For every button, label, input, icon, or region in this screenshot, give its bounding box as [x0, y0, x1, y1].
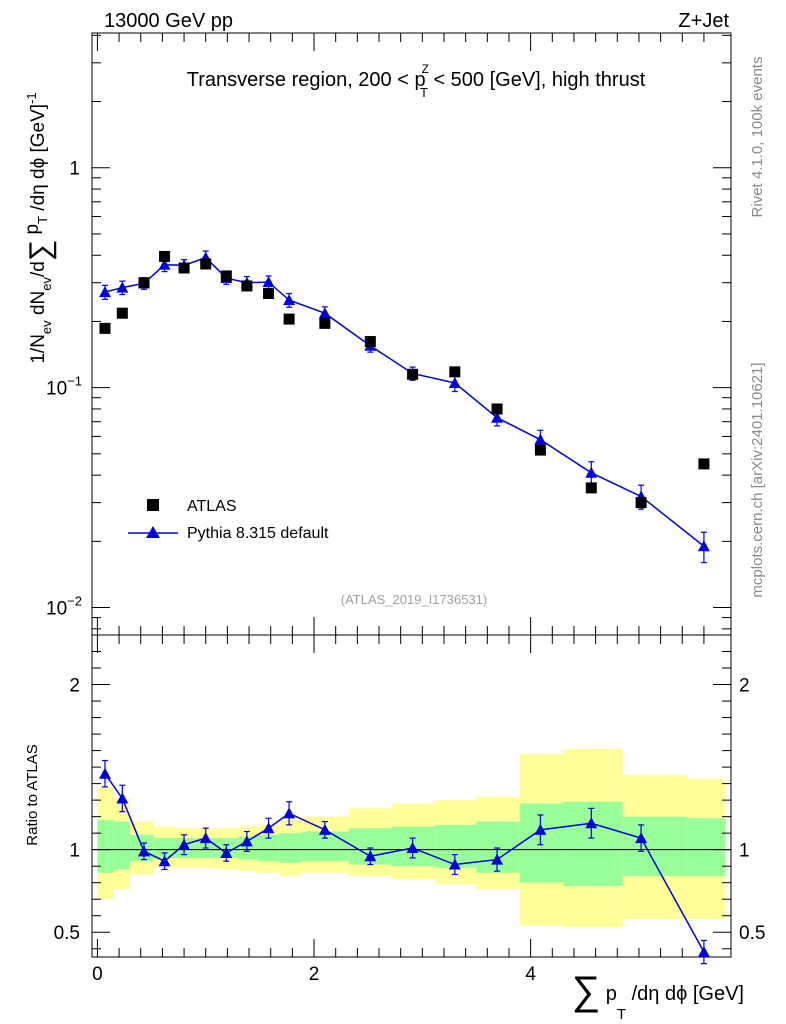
- ratio-y-tick-label-right: 0.5: [739, 923, 765, 944]
- ratio-point: [448, 858, 461, 870]
- pythia-point: [283, 294, 296, 306]
- ratio-band-green: [113, 821, 130, 870]
- ratio-x-tick-labels: 0 2 4: [92, 964, 536, 985]
- ratio-y-tick-label: 1: [69, 841, 80, 862]
- pythia-point: [318, 307, 331, 319]
- main-panel: 1 10−1 10−2 Transverse region, 200 < pZ T <…: [22, 32, 732, 636]
- atlas-point: [319, 317, 331, 329]
- legend-atlas-label: ATLAS: [187, 498, 237, 515]
- main-frame: [91, 32, 732, 636]
- header-energy: 13000 GeV pp: [104, 10, 233, 32]
- atlas-point: [364, 336, 376, 348]
- ratio-point: [262, 822, 275, 834]
- ratio-y-tick-label-right: 1: [739, 841, 750, 862]
- ratio-band-green: [476, 821, 520, 873]
- ratio-y-tick-label: 0.5: [54, 923, 80, 944]
- ratio-point: [364, 850, 377, 862]
- ratio-x-tick-label: 4: [525, 964, 536, 985]
- ratio-band-green: [97, 819, 114, 873]
- ratio-point: [199, 832, 212, 844]
- atlas-point: [178, 262, 190, 274]
- atlas-point: [449, 366, 461, 378]
- ratio-x-tick-label: 2: [309, 964, 320, 985]
- pythia-point: [98, 286, 111, 298]
- ratio-band-green: [216, 838, 239, 858]
- ratio-point: [491, 853, 504, 865]
- atlas-point: [200, 258, 212, 270]
- ratio-point: [318, 823, 331, 835]
- ratio-point: [137, 845, 150, 857]
- atlas-point: [241, 280, 253, 292]
- ratio-band-green: [257, 834, 280, 862]
- ratio-panel: 0.5 0.5 1 1 2 2 0 2 4 Ratio to ATLAS ∑ pT /dη d…: [24, 634, 766, 1023]
- ratio-band-green: [153, 838, 176, 858]
- ratio-band-green: [238, 836, 258, 860]
- atlas-point: [491, 403, 503, 415]
- ratio-point: [98, 767, 111, 779]
- pythia-point: [585, 466, 598, 478]
- mcplots-label: mcplots.cern.ch [arXiv:2401.10621]: [749, 362, 766, 597]
- ratio-point: [283, 807, 296, 819]
- atlas-point: [698, 458, 710, 470]
- atlas-point: [534, 444, 546, 456]
- main-y-tick-label: 10−2: [46, 594, 82, 620]
- ratio-y-tick-label-right: 2: [739, 676, 750, 697]
- ratio-point: [178, 838, 191, 850]
- x-axis-label: ∑ pT /dη dϕ [GeV]: [572, 969, 744, 1023]
- ratio-x-tick-label: 0: [92, 964, 103, 985]
- header-process: Z+Jet: [678, 10, 729, 32]
- atlas-point: [635, 497, 647, 509]
- ratio-band-green: [687, 818, 726, 877]
- atlas-point: [283, 313, 295, 325]
- pythia-point: [491, 411, 504, 423]
- main-y-tick-label: 1: [69, 159, 80, 180]
- ratio-band-green: [519, 803, 564, 883]
- ratio-y-tick-label: 2: [69, 676, 80, 697]
- main-axis-ticks: [92, 33, 731, 635]
- ratio-band-green: [279, 833, 302, 863]
- atlas-point: [220, 270, 232, 282]
- pythia-point: [697, 540, 710, 552]
- ratio-point: [158, 855, 171, 867]
- pythia-point: [534, 433, 547, 445]
- atlas-point: [138, 277, 150, 289]
- reference-label: (ATLAS_2019_I1736531): [341, 592, 487, 607]
- atlas-point: [585, 482, 597, 494]
- ratio-band-green: [129, 834, 154, 862]
- legend-atlas-marker: [147, 499, 159, 511]
- atlas-point: [116, 307, 128, 319]
- ratio-point: [116, 792, 129, 804]
- ratio-y-tick-labels: 0.5 0.5 1 1 2 2: [54, 676, 766, 945]
- pythia-point: [262, 276, 275, 288]
- ratio-band-green: [622, 816, 688, 877]
- pythia-point: [116, 281, 129, 293]
- ratio-frame: [91, 634, 732, 958]
- rivet-version-label: Rivet 4.1.0, 100k events: [749, 57, 766, 218]
- ratio-point: [697, 946, 710, 958]
- ratio-point: [220, 846, 233, 858]
- ratio-point: [406, 842, 419, 854]
- ratio-y-axis-label: Ratio to ATLAS: [24, 744, 41, 845]
- legend-pythia-marker: [146, 526, 160, 538]
- pythia-point: [158, 258, 171, 270]
- ratio-axis-ticks: [92, 635, 731, 957]
- atlas-point: [159, 250, 171, 262]
- ratio-point: [534, 823, 547, 835]
- legend: ATLAS Pythia 8.315 default: [128, 498, 329, 542]
- main-y-tick-labels: 1 10−1 10−2: [46, 159, 82, 620]
- main-y-tick-label: 10−1: [46, 374, 82, 400]
- ratio-band-green: [563, 801, 623, 886]
- atlas-point: [99, 322, 111, 334]
- pythia-point: [448, 376, 461, 388]
- legend-pythia-label: Pythia 8.315 default: [187, 525, 329, 542]
- ratio-point: [635, 832, 648, 844]
- ratio-point: [240, 835, 253, 847]
- main-y-axis-label: 1/Nev dNev/d∑ pT /dη dϕ [GeV]-1: [22, 92, 57, 363]
- atlas-point: [407, 368, 419, 380]
- ratio-point: [585, 817, 598, 829]
- atlas-point: [263, 287, 275, 299]
- plot-title: Transverse region, 200 < pZ T < 500 [GeV]…: [187, 62, 646, 100]
